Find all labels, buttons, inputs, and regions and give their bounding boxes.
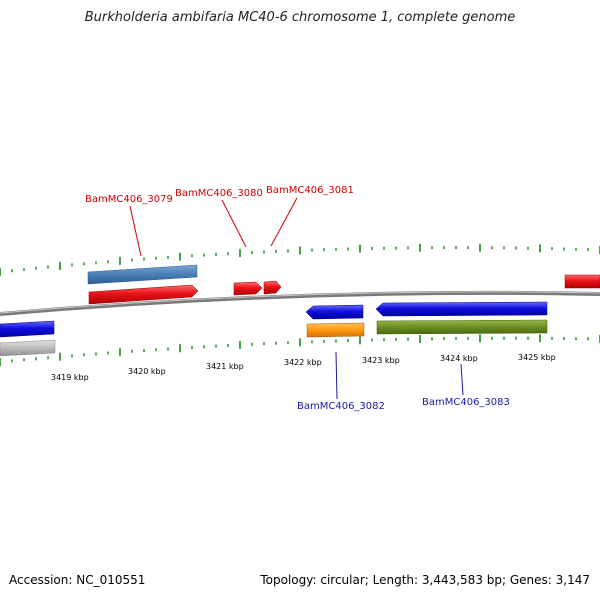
gene-3079-steelblue-bar[interactable] <box>87 264 198 285</box>
gene-3079-red-arrow[interactable] <box>88 284 199 305</box>
gene-label-3082[interactable]: BamMC406_3082 <box>297 401 385 412</box>
gene-label-3079[interactable]: BamMC406_3079 <box>85 194 173 205</box>
gene-3083-blue-arrow[interactable] <box>375 301 548 317</box>
gene-gray-bar-left[interactable] <box>0 339 56 357</box>
outer-tick-track <box>0 243 600 276</box>
gene-label-3081[interactable]: BamMC406_3081 <box>266 185 354 196</box>
gene-red-bar-right[interactable] <box>564 274 600 289</box>
axis-label-3422: 3422 kbp <box>284 358 322 367</box>
chromosome-backbone-highlight <box>0 291 600 314</box>
axis-label-3421: 3421 kbp <box>206 362 244 371</box>
gene-blue-bar-left[interactable] <box>0 320 55 338</box>
gene-3082-orange-bar[interactable] <box>306 322 365 338</box>
axis-label-3419: 3419 kbp <box>51 373 89 382</box>
gene-features <box>0 264 600 357</box>
gene-label-3080[interactable]: BamMC406_3080 <box>175 188 263 199</box>
accession-text: Accession: NC_010551 <box>9 573 146 587</box>
axis-label-3424: 3424 kbp <box>440 354 478 363</box>
gene-3083-olive-bar[interactable] <box>376 319 548 335</box>
leader-3082 <box>335 351 338 400</box>
gene-3081-red-arrow[interactable] <box>263 280 282 295</box>
leader-3079 <box>129 205 142 257</box>
label-leaders <box>129 197 464 400</box>
axis-label-3420: 3420 kbp <box>128 367 166 376</box>
leader-3081 <box>270 197 298 247</box>
axis-label-3425: 3425 kbp <box>518 353 556 362</box>
chromosome-backbone <box>0 290 600 316</box>
gene-3080-red-arrow[interactable] <box>233 281 263 296</box>
leader-3080 <box>221 199 247 248</box>
map-title: Burkholderia ambifaria MC40-6 chromosome… <box>84 10 516 25</box>
topology-summary: Topology: circular; Length: 3,443,583 bp… <box>260 573 590 587</box>
gene-label-3083[interactable]: BamMC406_3083 <box>422 397 510 408</box>
inner-tick-track <box>0 334 600 366</box>
leader-3083 <box>460 363 464 396</box>
axis-label-3423: 3423 kbp <box>362 356 400 365</box>
gene-3082-blue-arrow[interactable] <box>305 304 364 320</box>
